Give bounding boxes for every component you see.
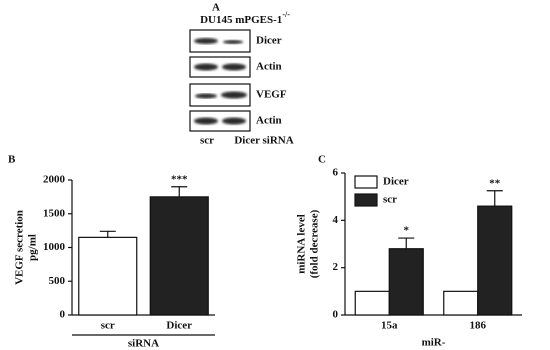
- significance-label: ***: [171, 173, 188, 185]
- y-tick-label: 6: [333, 167, 339, 179]
- legend-swatch: [354, 175, 378, 189]
- y-tick-label: 500: [49, 275, 66, 287]
- panel-label: A: [212, 2, 220, 14]
- significance-label: *: [404, 225, 410, 237]
- blot-row-label: Actin: [256, 61, 282, 73]
- blot-lane-label: Dicer siRNA: [234, 135, 293, 147]
- y-tick-label: 2: [333, 261, 339, 273]
- legend-label: scr: [383, 194, 397, 206]
- blot-title: DU145 mPGES-1-/-: [200, 10, 290, 26]
- blot-row-label: Dicer: [256, 35, 282, 47]
- y-tick-label: 2000: [43, 174, 66, 186]
- blot-title-sup: -/-: [282, 10, 290, 19]
- x-tick-label: scr: [101, 320, 115, 332]
- y-tick-label: 4: [333, 214, 339, 226]
- y-axis-label: miRNA level: [296, 214, 308, 274]
- legend-swatch: [354, 193, 378, 207]
- panel-label: C: [318, 154, 326, 166]
- significance-label: **: [489, 177, 501, 189]
- x-tick-label: 15a: [381, 320, 398, 332]
- x-tick-label: 186: [470, 320, 487, 332]
- bar: [149, 196, 209, 316]
- blot-lane-label: scr: [200, 135, 214, 147]
- y-axis-label: pg/ml: [27, 234, 39, 261]
- bar: [354, 290, 390, 316]
- y-tick-label: 0: [60, 309, 66, 321]
- y-tick-label: 1000: [43, 241, 66, 253]
- blot-row-label: VEGF: [256, 89, 287, 101]
- y-tick-label: 1500: [43, 207, 66, 219]
- bar: [78, 236, 138, 316]
- y-axis-label: VEGF secretion: [14, 210, 26, 285]
- x-axis-label: siRNA: [128, 338, 159, 350]
- bar: [443, 290, 479, 316]
- legend-label: Dicer: [383, 176, 409, 188]
- blot-title-main: DU145 mPGES-1: [200, 14, 282, 26]
- x-axis-label: miR-: [422, 337, 446, 349]
- y-axis-label: (fold decrease): [309, 209, 321, 278]
- blot-boxes: [189, 29, 251, 132]
- blot-row-label: Actin: [256, 115, 282, 127]
- y-tick-label: 0: [333, 309, 339, 321]
- bar: [477, 205, 513, 316]
- bar: [388, 248, 424, 316]
- x-tick-label: Dicer: [166, 320, 192, 332]
- panel-label: B: [8, 154, 16, 166]
